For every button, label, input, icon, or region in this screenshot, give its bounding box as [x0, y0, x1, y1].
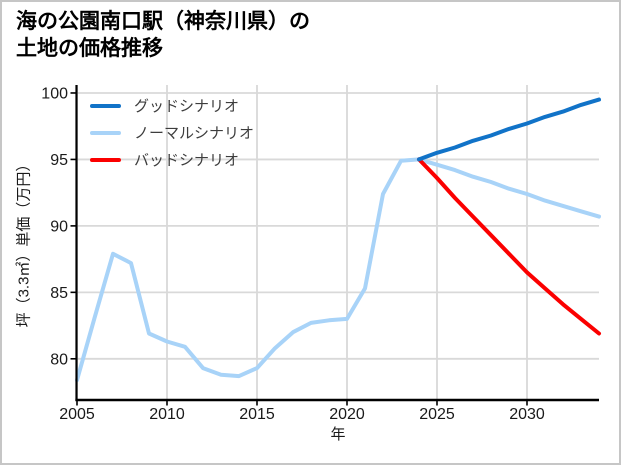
y-tick-label-85: 85 [50, 285, 68, 302]
series-line-3 [417, 97, 601, 162]
x-tick-label-2005: 2005 [59, 406, 95, 423]
x-tick-label-2025: 2025 [419, 406, 455, 423]
y-tick-label-90: 90 [50, 218, 68, 235]
chart-title-line2: 土地の価格推移 [16, 37, 163, 60]
series-line-2 [417, 157, 601, 336]
x-tick-label-2020: 2020 [329, 406, 365, 423]
legend-label-normal-scenario: ノーマルシナリオ [134, 125, 255, 142]
legend-label-bad-scenario: バッドシナリオ [134, 152, 240, 169]
legend-label-good-scenario: グッドシナリオ [134, 98, 240, 115]
y-axis-label: 坪（3.3㎡）単価（万円） [15, 156, 33, 328]
x-tick-label-2015: 2015 [239, 406, 275, 423]
chart-title-line1: 海の公園南口駅（神奈川県）の [16, 10, 310, 33]
legend-item-bad-scenario: バッドシナリオ [90, 150, 254, 169]
legend-swatch-good-scenario [90, 103, 121, 108]
legend-item-normal-scenario: ノーマルシナリオ [90, 123, 254, 142]
y-tick-label-100: 100 [41, 85, 68, 102]
legend-swatch-bad-scenario [90, 157, 121, 162]
legend: グッドシナリオ ノーマルシナリオ バッドシナリオ [90, 96, 254, 169]
series-line-1 [75, 157, 601, 383]
legend-item-good-scenario: グッドシナリオ [90, 96, 254, 115]
x-tick-label-2030: 2030 [509, 406, 545, 423]
legend-swatch-normal-scenario [90, 130, 121, 135]
chart-title: 海の公園南口駅（神奈川県）の 土地の価格推移 [16, 8, 310, 62]
y-tick-label-80: 80 [50, 351, 68, 368]
y-tick-label-95: 95 [50, 152, 68, 169]
x-axis-label: 年 [330, 426, 346, 443]
x-tick-label-2010: 2010 [149, 406, 185, 423]
